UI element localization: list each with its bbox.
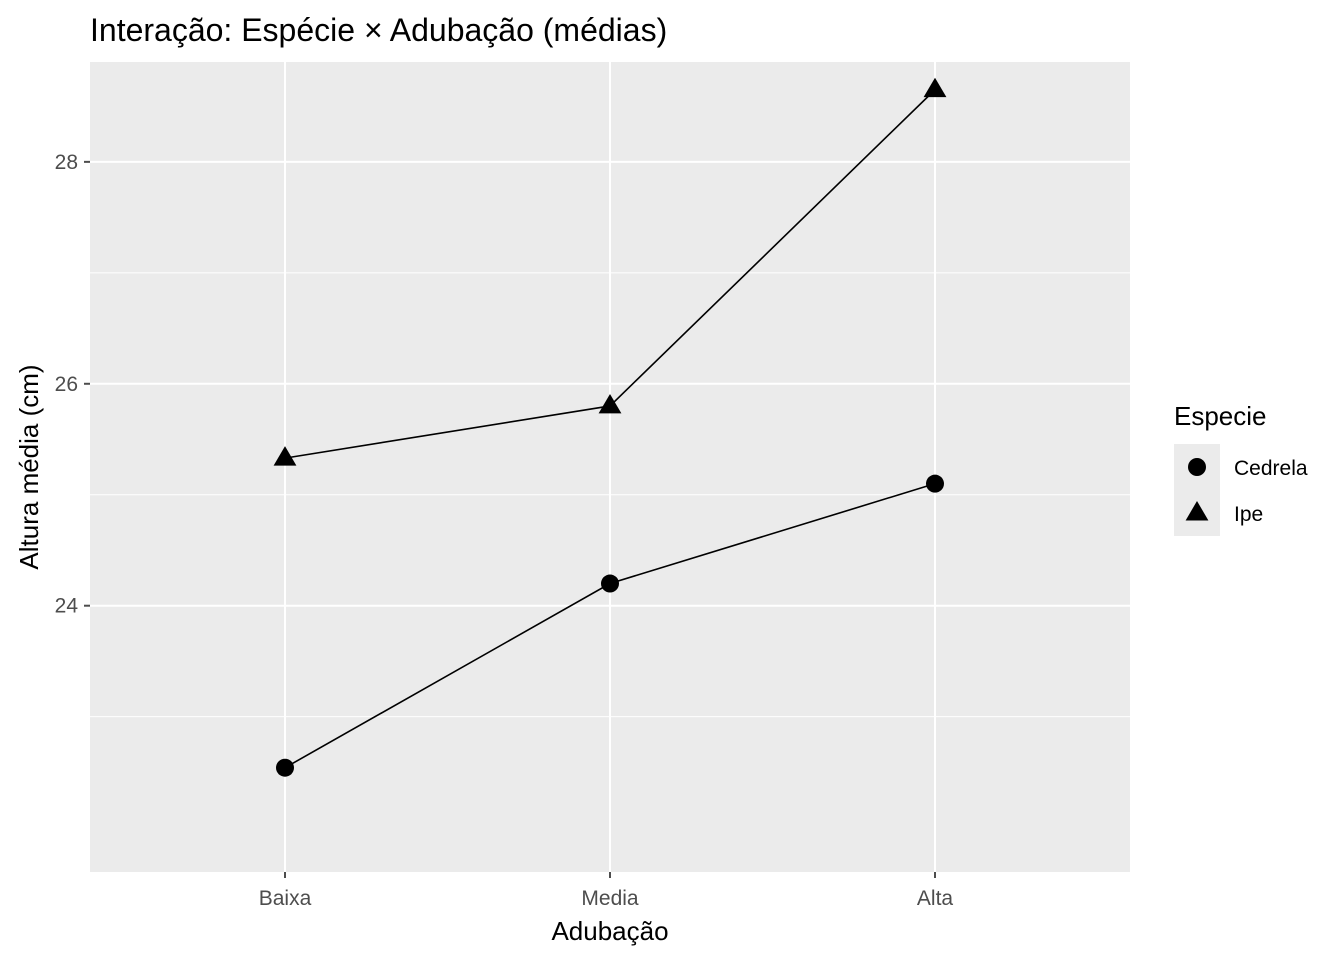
y-axis-title: Altura média (cm) — [14, 364, 44, 569]
x-tick-label: Baixa — [259, 887, 312, 910]
series-layer — [273, 77, 947, 777]
data-point — [276, 758, 294, 777]
series-cedrela — [276, 474, 944, 777]
legend-title: Especie — [1174, 401, 1267, 431]
y-tick-label: 28 — [55, 151, 78, 174]
series-ipe — [273, 77, 947, 466]
legend-label: Ipe — [1234, 503, 1263, 526]
chart-title: Interação: Espécie × Adubação (médias) — [90, 12, 667, 48]
data-point — [273, 446, 297, 466]
data-point — [601, 574, 619, 593]
y-tick-label: 24 — [55, 595, 79, 618]
legend-triangle-icon — [1185, 501, 1209, 521]
legend-item-cedrela: Cedrela — [1174, 444, 1308, 490]
major-gridlines — [90, 62, 1130, 872]
y-tick-label: 26 — [55, 373, 78, 396]
x-tick-label: Alta — [917, 887, 954, 910]
x-tick-label: Media — [581, 887, 639, 910]
data-point — [926, 474, 944, 493]
axes: 24 26 28 Baixa Media Alta — [55, 151, 954, 910]
legend: Especie Cedrela Ipe — [1174, 401, 1308, 536]
x-axis-title: Adubação — [551, 916, 668, 946]
data-point — [923, 77, 947, 98]
data-point — [598, 393, 622, 414]
legend-label: Cedrela — [1234, 457, 1308, 480]
legend-item-ipe: Ipe — [1174, 490, 1263, 536]
legend-circle-icon — [1188, 458, 1206, 476]
